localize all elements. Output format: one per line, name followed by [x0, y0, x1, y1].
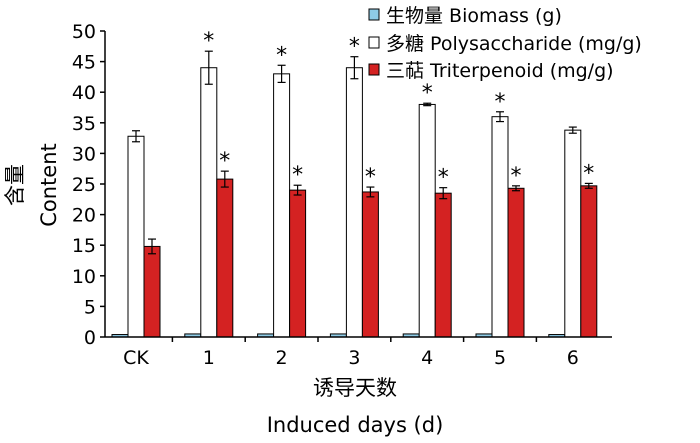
x-tick-label: 4: [421, 347, 433, 369]
significance-star: *: [511, 164, 522, 189]
x-tick-label: 3: [348, 347, 360, 369]
x-axis-title-cn: 诱导天数: [313, 376, 397, 400]
bar: [434, 192, 452, 338]
y-tick-label: 0: [84, 327, 96, 349]
bar: [273, 73, 291, 338]
legend-label-triterpenoid: 三萜 Triterpenoid (mg/g): [386, 60, 614, 82]
y-tick-label: 25: [72, 174, 96, 196]
y-tick-label: 50: [72, 21, 96, 43]
y-tick-label: 5: [84, 296, 96, 318]
significance-star: *: [422, 81, 433, 106]
x-tick-label: 5: [494, 347, 506, 369]
y-tick-label: 10: [72, 266, 96, 288]
significance-star: *: [583, 161, 594, 186]
x-axis: CK 1 2 3 4 5 6: [105, 336, 612, 369]
significance-star: *: [203, 29, 214, 54]
bar: [564, 129, 582, 338]
bar: [216, 178, 234, 338]
y-axis-title-cn: 含量: [3, 164, 27, 206]
legend: 生物量 Biomass (g) 多糖 Polysaccharide (mg/g)…: [368, 5, 642, 82]
bar: [361, 191, 379, 338]
significance-star: *: [438, 166, 449, 191]
x-tick-label: 6: [567, 347, 579, 369]
legend-label-polysaccharide: 多糖 Polysaccharide (mg/g): [386, 33, 642, 55]
y-axis-title: Content: [37, 143, 61, 227]
legend-swatch-polysaccharide: [368, 36, 380, 49]
significance-star: *: [365, 165, 376, 190]
bar: [143, 245, 161, 338]
bar: [289, 189, 307, 338]
significance-star: *: [219, 149, 230, 174]
bar: [491, 116, 509, 338]
bar: [507, 187, 525, 338]
x-axis-title: Induced days (d): [267, 413, 444, 437]
significance-star: *: [292, 163, 303, 188]
bar: [200, 67, 218, 338]
y-tick-label: 20: [72, 205, 96, 227]
significance-star: *: [276, 43, 287, 68]
x-tick-label: 1: [203, 347, 215, 369]
legend-swatch-triterpenoid: [368, 63, 380, 76]
x-tick-label: 2: [276, 347, 288, 369]
plot-area: * * * * * * * * * * *: [111, 29, 598, 338]
bar: [345, 67, 363, 338]
legend-label-biomass: 生物量 Biomass (g): [386, 5, 562, 27]
y-axis: 0 5 10 15 20 25 30 35 40 45 50: [72, 21, 106, 349]
y-tick-label: 15: [72, 235, 96, 257]
significance-star: *: [349, 35, 360, 60]
y-tick-label: 35: [72, 113, 96, 135]
bar: [418, 103, 436, 338]
bar: [127, 135, 145, 338]
bar: [580, 185, 598, 338]
y-tick-label: 45: [72, 52, 96, 74]
y-tick-label: 40: [72, 82, 96, 104]
significance-star: *: [495, 90, 506, 115]
legend-swatch-biomass: [368, 8, 380, 21]
y-tick-label: 30: [72, 143, 96, 165]
x-tick-label: CK: [123, 347, 149, 369]
